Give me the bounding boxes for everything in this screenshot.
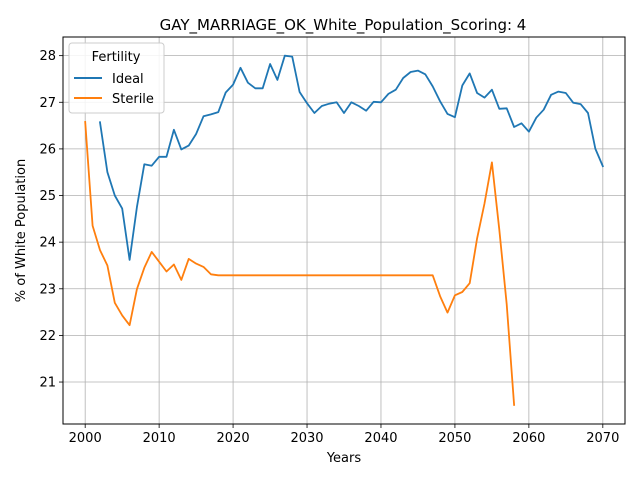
- y-tick-label: 28: [39, 49, 56, 64]
- x-tick-label: 2040: [364, 431, 397, 446]
- x-tick-label: 2030: [290, 431, 323, 446]
- y-tick-label: 24: [39, 236, 56, 251]
- x-axis-label: Years: [326, 451, 362, 466]
- legend: Fertility Ideal Sterile: [68, 42, 165, 114]
- x-tick-label: 2020: [217, 431, 250, 446]
- series-lines: [84, 54, 604, 406]
- x-tick-label: 2060: [512, 431, 545, 446]
- series-line-ideal: [98, 54, 604, 261]
- y-tick-label: 21: [39, 376, 56, 391]
- plot-frame: [62, 36, 626, 425]
- y-tick-label: 23: [39, 282, 56, 297]
- y-tick-label: 22: [39, 329, 56, 344]
- axis-ticks: 2000 2010 2020 2030 2040 2050 2060 2070 21 22 23 24…: [39, 49, 619, 446]
- chart-title: GAY_MARRIAGE_OK_White_Population_Scoring…: [160, 16, 527, 35]
- series-line-sterile: [84, 120, 516, 406]
- y-axis-label: % of White Population: [14, 159, 29, 302]
- y-tick-label: 26: [39, 142, 56, 157]
- x-tick-label: 2050: [438, 431, 471, 446]
- legend-label-ideal: Ideal: [112, 72, 144, 87]
- x-tick-label: 2010: [143, 431, 176, 446]
- x-tick-label: 2070: [586, 431, 619, 446]
- x-tick-label: 2000: [69, 431, 102, 446]
- y-tick-label: 27: [39, 96, 56, 111]
- y-tick-label: 25: [39, 189, 56, 204]
- legend-title: Fertility: [92, 50, 141, 65]
- legend-box: [68, 42, 165, 114]
- legend-label-sterile: Sterile: [112, 92, 154, 107]
- grid: [63, 37, 625, 424]
